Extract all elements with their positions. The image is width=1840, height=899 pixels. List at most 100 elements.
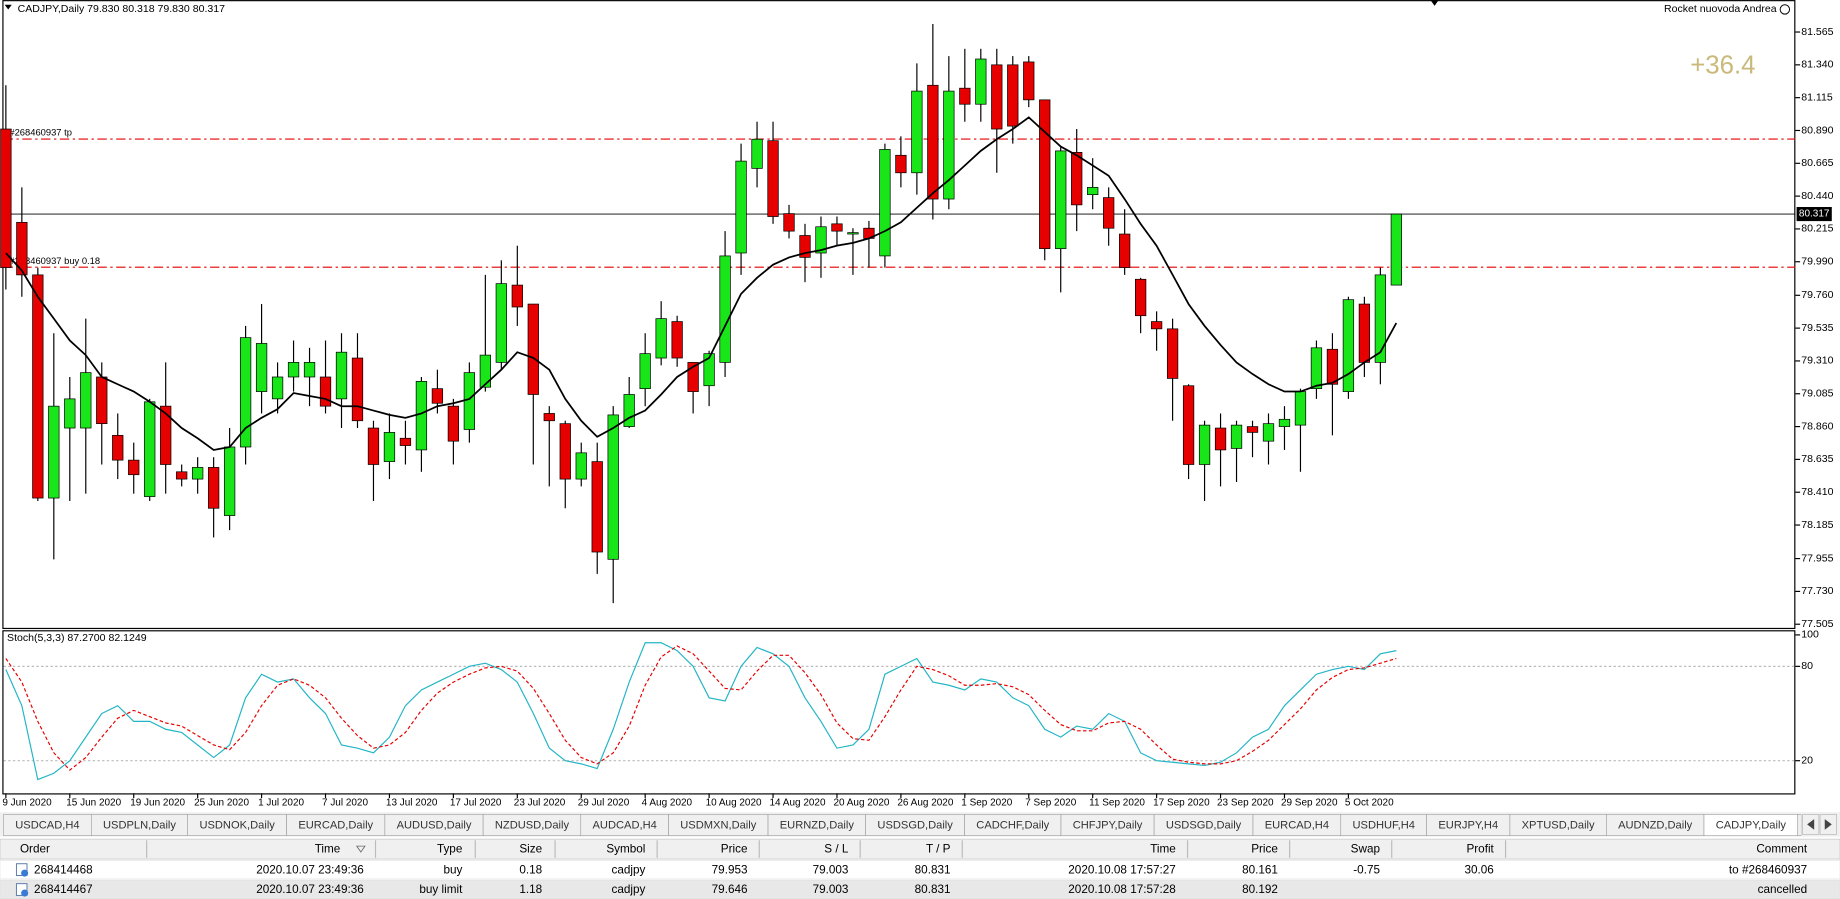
stoch-line	[5, 642, 1397, 781]
column-header[interactable]: T / P	[926, 843, 951, 856]
x-tick-label: 29 Sep 2020	[1281, 797, 1338, 808]
candle-body	[655, 318, 667, 359]
scroll-left-arrow	[1807, 819, 1815, 830]
candle-body	[543, 413, 555, 422]
tab-label: AUDUSD,Daily	[397, 820, 472, 832]
column-header[interactable]: Swap	[1351, 843, 1381, 856]
tab-label: USDSGD,Daily	[877, 820, 953, 832]
candle-body	[1342, 299, 1355, 392]
table-cell: 80.161	[1242, 863, 1278, 876]
tab-label: CADCHF,Daily	[976, 820, 1049, 832]
table-cell: cadjpy	[612, 883, 646, 896]
candle-body	[527, 303, 539, 395]
candle-body	[687, 362, 699, 392]
menu-icon[interactable]	[4, 4, 12, 10]
candle-body	[671, 321, 683, 359]
candle-body	[1294, 391, 1307, 426]
tab-label: USDMXN,Daily	[680, 820, 756, 832]
candle-body	[575, 452, 587, 480]
shift-marker	[1430, 0, 1439, 6]
chart-header: CADJPY,Daily 79.830 80.318 79.830 80.317	[18, 3, 226, 15]
scroll-right-arrow	[1824, 819, 1832, 830]
x-tick-label: 9 Jun 2020	[2, 797, 52, 808]
column-header[interactable]: Comment	[1756, 843, 1808, 856]
column-header[interactable]: Profit	[1466, 843, 1494, 856]
y-tick-label: 79.990	[1801, 256, 1833, 268]
candle-body	[255, 343, 268, 392]
order-line-label: #268460937 buy 0.18	[9, 256, 100, 266]
table-cell: 79.003	[813, 883, 849, 896]
profit-overlay: +36.4	[1690, 52, 1755, 80]
y-tick-label: 78.635	[1801, 453, 1833, 465]
table-cell: 2020.10.07 23:49:36	[256, 863, 364, 876]
tab-label: EURNZD,Daily	[780, 820, 855, 832]
y-tick-label: 81.115	[1801, 91, 1833, 103]
candle-body	[1198, 424, 1211, 465]
candle-body	[64, 398, 76, 429]
table-cell: 268414467	[34, 883, 93, 896]
column-header[interactable]: Type	[437, 843, 462, 856]
candle-body	[847, 232, 859, 235]
column-header[interactable]: S / L	[824, 843, 849, 856]
candle-body	[399, 437, 412, 446]
column-header[interactable]: Size	[519, 843, 542, 856]
candle-body	[335, 351, 348, 400]
table-cell: cadjpy	[612, 863, 646, 876]
candle-body	[1087, 187, 1099, 196]
column-header[interactable]: Price	[721, 843, 748, 856]
table-cell: 2020.10.08 17:57:28	[1068, 883, 1176, 896]
row-icon-badge	[21, 889, 29, 897]
y-tick-label: 81.340	[1801, 59, 1833, 71]
stoch-frame	[2, 630, 1796, 795]
column-header[interactable]: Price	[1251, 843, 1278, 856]
tab-label: AUDCAD,H4	[593, 820, 657, 832]
table-cell: to #268460937	[1729, 863, 1807, 876]
row-icon	[15, 883, 28, 896]
y-tick-label: 80.215	[1801, 223, 1833, 235]
sort-indicator	[355, 845, 366, 853]
table-cell: -0.75	[1353, 863, 1380, 876]
tab-label: XPTUSD,Daily	[1522, 820, 1595, 832]
candle-body	[1214, 427, 1227, 451]
column-header[interactable]: Order	[20, 843, 50, 856]
candle-body	[160, 405, 172, 465]
y-tick-label: 78.185	[1801, 519, 1833, 531]
candle-body	[96, 376, 108, 425]
tab-label: EURJPY,H4	[1438, 820, 1498, 832]
candle-body	[927, 84, 939, 200]
candle-body	[895, 154, 907, 174]
candle-body	[975, 58, 987, 105]
candle-body	[767, 140, 779, 217]
y-tick-label: 77.730	[1801, 585, 1833, 597]
candle-body	[128, 459, 140, 476]
candle-body	[271, 376, 284, 400]
candle-body	[351, 357, 364, 422]
y-tick-label: 80.440	[1801, 190, 1833, 202]
table-cell: buy limit	[419, 883, 463, 896]
row-icon	[15, 863, 28, 876]
column-header[interactable]: Time	[315, 843, 341, 856]
tab-label: CADJPY,Daily	[1716, 820, 1787, 832]
table-row[interactable]	[0, 859, 1840, 880]
candle-body	[463, 372, 475, 430]
expert-icon	[1779, 4, 1791, 15]
candle-body	[1182, 385, 1195, 465]
x-tick-label: 1 Jul 2020	[258, 797, 304, 808]
moving-average	[5, 116, 1398, 451]
main-frame	[2, 0, 1796, 630]
candle-body	[1358, 303, 1371, 363]
x-tick-label: 15 Jun 2020	[66, 797, 121, 808]
column-header[interactable]: Symbol	[606, 843, 645, 856]
table-cell: 268414468	[34, 863, 93, 876]
tab[interactable]	[1797, 814, 1802, 836]
candle-body	[911, 90, 923, 174]
y-tick-label: 79.085	[1801, 388, 1833, 400]
tab-label: USDNOK,Daily	[199, 820, 275, 832]
candle-body	[831, 223, 843, 232]
tab-label: CHFJPY,Daily	[1073, 820, 1143, 832]
table-cell: 80.831	[915, 883, 951, 896]
x-tick-label: 7 Sep 2020	[1025, 797, 1076, 808]
tabs: USDCAD,H4 USDPLN,Daily USDNOK,Daily EURCAD,…	[3, 814, 1802, 836]
column-header[interactable]: Time	[1150, 843, 1176, 856]
candle-body	[1262, 423, 1275, 442]
